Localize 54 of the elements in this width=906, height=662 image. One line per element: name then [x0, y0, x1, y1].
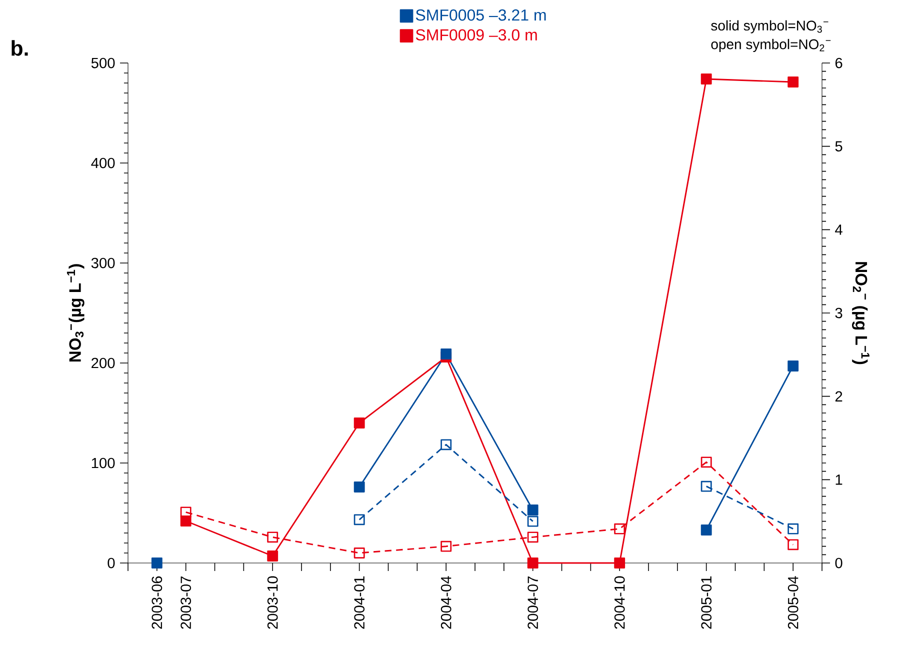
y2-tick-label: 3: [835, 308, 842, 318]
point: [614, 558, 626, 568]
legend-label: SMF0005 –3.21 m: [416, 9, 546, 21]
point: [267, 550, 278, 562]
point: [267, 532, 278, 543]
y2-tick-label: 1: [836, 474, 842, 485]
point: [527, 558, 538, 568]
text: solid symbol=NO$_{3}$−: [711, 20, 828, 34]
x-tick-label: 2004-07: [528, 576, 538, 629]
point: [700, 456, 712, 468]
point: [527, 532, 538, 543]
y2-tick-label: 6: [835, 58, 842, 68]
x-tick-label: 2003-06: [152, 576, 162, 629]
point: [788, 76, 799, 88]
point: [700, 74, 712, 84]
x-tick-label: 2003-10: [267, 576, 278, 629]
x-tick-label: 2004-01: [354, 576, 365, 629]
y2-tick-label: 2: [835, 391, 842, 402]
x-tick-label: 2004-04: [440, 576, 452, 629]
point: [440, 439, 452, 450]
y-tick-label: 200: [92, 358, 115, 368]
text: open symbol=NO$_{2}$−: [711, 38, 831, 52]
y2-tick-label: 0: [835, 558, 842, 568]
y-tick-label: 0: [108, 558, 115, 568]
point: [527, 516, 538, 527]
y-tick-label: 400: [91, 158, 115, 168]
chart-title: b.: [12, 40, 28, 56]
point: [614, 523, 626, 534]
point: [527, 504, 538, 516]
point: [151, 558, 162, 568]
y2-tick-label: 5: [835, 141, 842, 152]
x-tick-label: 2004-10: [614, 576, 625, 629]
point: [440, 540, 452, 552]
y-tick-label: 300: [91, 258, 115, 268]
point: [354, 548, 365, 558]
point: [700, 480, 712, 492]
y-tick-label: 100: [92, 458, 115, 468]
point: [700, 524, 712, 536]
y-tick-label: 500: [91, 58, 115, 68]
point: [354, 418, 365, 428]
point: [788, 523, 799, 534]
point: [354, 514, 365, 526]
x-tick-label: 2003-07: [180, 576, 192, 629]
point: [788, 360, 799, 372]
y2-tick-label: 4: [835, 224, 842, 235]
y-axis-title: NO$_{3}$$^{−}$(µg L$^{−1}$): [66, 264, 84, 362]
y2-axis-title: NO$_{2}$$^{−}$ (µg L$^{−1}$): [852, 262, 870, 364]
point: [180, 506, 192, 518]
point: [440, 348, 452, 360]
point: [354, 482, 365, 492]
x-tick-label: 2005-01: [701, 576, 712, 629]
point: [788, 539, 799, 550]
x-tick-label: 2005-04: [788, 576, 798, 629]
legend-label: SMF0009 –3.0 m: [416, 29, 537, 41]
